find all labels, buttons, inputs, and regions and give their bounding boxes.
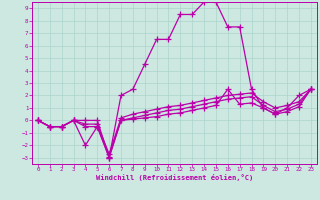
X-axis label: Windchill (Refroidissement éolien,°C): Windchill (Refroidissement éolien,°C) bbox=[96, 174, 253, 181]
